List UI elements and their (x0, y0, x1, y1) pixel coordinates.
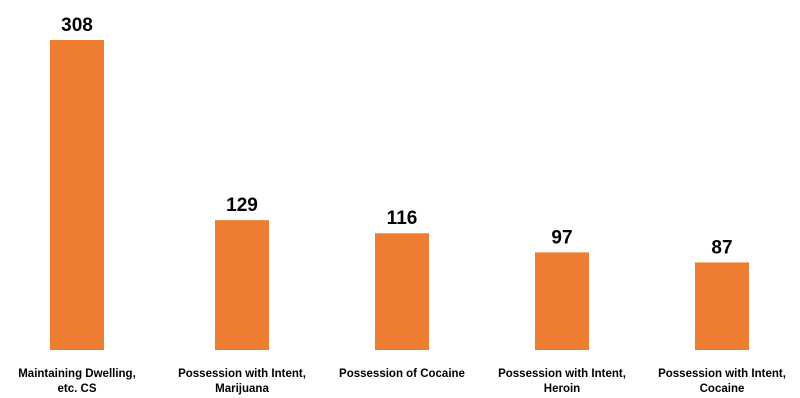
value-label-2: 129 (226, 195, 258, 216)
category-label-3-line-1: Possession of Cocaine (339, 368, 465, 380)
category-label-4-line-2: Heroin (544, 383, 580, 395)
value-label-5: 87 (711, 237, 732, 258)
value-label-1: 308 (61, 15, 93, 36)
category-label-4: Possession with Intent, Heroin (498, 368, 626, 395)
category-label-5: Possession with Intent, Cocaine (658, 368, 786, 395)
category-label-3: Possession of Cocaine (339, 368, 465, 380)
category-label-2: Possession with Intent, Marijuana (178, 368, 306, 395)
bar-5 (695, 262, 749, 350)
value-label-4: 97 (551, 227, 572, 248)
category-label-2-line-2: Marijuana (215, 383, 269, 395)
category-label-1: Maintaining Dwelling, etc. CS (18, 368, 136, 395)
value-labels-group: 308 129 116 97 87 (61, 15, 732, 258)
category-label-5-line-1: Possession with Intent, (658, 368, 786, 380)
value-label-3: 116 (387, 208, 418, 229)
category-label-4-line-1: Possession with Intent, (498, 368, 626, 380)
bar-3 (375, 233, 429, 350)
category-label-1-line-2: etc. CS (58, 383, 97, 395)
category-label-2-line-1: Possession with Intent, (178, 368, 306, 380)
category-label-5-line-2: Cocaine (700, 383, 745, 395)
category-labels-group: Maintaining Dwelling, etc. CS Possession w… (18, 368, 786, 395)
category-label-1-line-1: Maintaining Dwelling, (18, 368, 136, 380)
bar-4 (535, 252, 589, 350)
bar-1 (50, 40, 104, 350)
bar-2 (215, 220, 269, 350)
bars-group (50, 40, 749, 350)
